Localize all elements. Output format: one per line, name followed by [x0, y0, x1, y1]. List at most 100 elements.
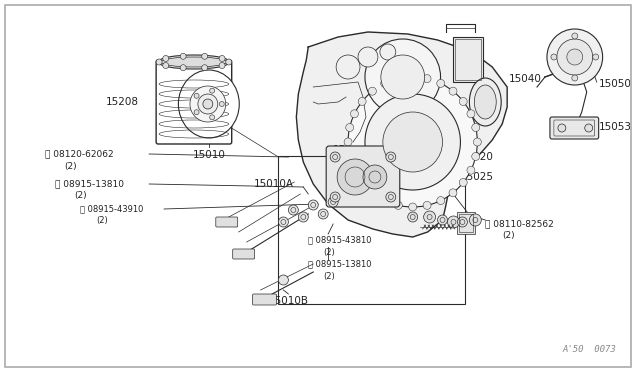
- Circle shape: [423, 201, 431, 209]
- Ellipse shape: [158, 55, 230, 69]
- Circle shape: [351, 166, 358, 174]
- Text: 15050: 15050: [598, 79, 632, 89]
- Circle shape: [449, 189, 457, 197]
- Circle shape: [180, 65, 186, 71]
- Circle shape: [467, 110, 475, 118]
- Text: Ⓜ 08915-13810: Ⓜ 08915-13810: [54, 180, 124, 189]
- Text: Ⓑ 08110-82562: Ⓑ 08110-82562: [485, 219, 554, 228]
- Text: Ⓜ 08915-13810: Ⓜ 08915-13810: [308, 260, 372, 269]
- Circle shape: [409, 203, 417, 211]
- Circle shape: [467, 166, 475, 174]
- Text: (2): (2): [323, 247, 335, 257]
- Circle shape: [156, 59, 162, 65]
- FancyBboxPatch shape: [550, 117, 598, 139]
- Circle shape: [369, 189, 376, 197]
- Text: (2): (2): [97, 215, 108, 224]
- Circle shape: [474, 138, 481, 146]
- Circle shape: [381, 196, 388, 205]
- Text: 15020: 15020: [460, 152, 493, 162]
- Bar: [278, 156, 465, 304]
- Bar: [454, 37, 483, 82]
- Circle shape: [409, 73, 417, 81]
- Text: (2): (2): [323, 272, 335, 280]
- Circle shape: [194, 110, 199, 115]
- Circle shape: [358, 47, 378, 67]
- Circle shape: [381, 80, 388, 87]
- Circle shape: [369, 87, 376, 95]
- Ellipse shape: [469, 78, 501, 126]
- Circle shape: [380, 44, 396, 60]
- Circle shape: [363, 165, 387, 189]
- Text: 15025: 15025: [460, 172, 493, 182]
- Circle shape: [436, 80, 445, 87]
- Circle shape: [386, 192, 396, 202]
- Circle shape: [424, 211, 436, 223]
- Circle shape: [469, 214, 481, 226]
- Circle shape: [383, 112, 442, 172]
- Circle shape: [557, 39, 593, 75]
- Bar: [460, 214, 474, 232]
- Text: Ⓜ 08915-43910: Ⓜ 08915-43910: [79, 205, 143, 214]
- Circle shape: [194, 93, 199, 98]
- Circle shape: [278, 217, 289, 227]
- Circle shape: [386, 152, 396, 162]
- Text: Ⓑ 08120-62062: Ⓑ 08120-62062: [45, 150, 113, 158]
- Circle shape: [580, 55, 594, 69]
- Polygon shape: [296, 32, 507, 237]
- Circle shape: [346, 153, 354, 160]
- Text: 15132: 15132: [333, 159, 366, 169]
- Bar: [456, 39, 481, 80]
- Text: 15010A: 15010A: [253, 179, 293, 189]
- Circle shape: [460, 179, 467, 186]
- Circle shape: [203, 99, 213, 109]
- FancyBboxPatch shape: [326, 146, 400, 207]
- Circle shape: [330, 152, 340, 162]
- Text: (2): (2): [502, 231, 515, 240]
- Text: (2): (2): [65, 161, 77, 170]
- Circle shape: [298, 212, 308, 222]
- Circle shape: [449, 87, 457, 95]
- Text: A'50  0073: A'50 0073: [563, 346, 616, 355]
- Circle shape: [460, 97, 467, 106]
- Circle shape: [358, 97, 366, 106]
- Circle shape: [289, 205, 298, 215]
- Circle shape: [394, 201, 403, 209]
- Text: 15066: 15066: [333, 145, 366, 155]
- Circle shape: [278, 275, 289, 285]
- Circle shape: [583, 58, 591, 66]
- FancyBboxPatch shape: [253, 294, 276, 305]
- Circle shape: [308, 200, 318, 210]
- Text: 15040: 15040: [509, 74, 542, 84]
- Ellipse shape: [474, 85, 496, 119]
- Circle shape: [348, 77, 477, 207]
- Circle shape: [330, 192, 340, 202]
- Circle shape: [381, 55, 424, 99]
- Circle shape: [163, 62, 169, 68]
- Text: Ⓜ 08915-43810: Ⓜ 08915-43810: [308, 235, 372, 244]
- Circle shape: [210, 115, 214, 120]
- Text: 15010B: 15010B: [268, 296, 308, 306]
- Circle shape: [351, 110, 358, 118]
- Circle shape: [365, 94, 460, 190]
- Circle shape: [198, 94, 218, 114]
- Circle shape: [472, 153, 480, 160]
- Circle shape: [547, 29, 603, 85]
- Circle shape: [202, 65, 207, 71]
- Circle shape: [337, 159, 373, 195]
- Circle shape: [438, 215, 447, 225]
- Circle shape: [394, 75, 403, 83]
- Circle shape: [558, 124, 566, 132]
- FancyBboxPatch shape: [216, 217, 237, 227]
- Circle shape: [210, 88, 214, 93]
- Circle shape: [219, 55, 225, 61]
- Text: 15208: 15208: [106, 97, 140, 107]
- Circle shape: [346, 124, 354, 132]
- Circle shape: [436, 196, 445, 205]
- Text: 15010: 15010: [193, 150, 225, 160]
- Circle shape: [585, 124, 593, 132]
- Bar: [458, 212, 476, 234]
- Circle shape: [220, 102, 224, 106]
- Text: (2): (2): [75, 190, 87, 199]
- Circle shape: [344, 138, 352, 146]
- Circle shape: [593, 54, 598, 60]
